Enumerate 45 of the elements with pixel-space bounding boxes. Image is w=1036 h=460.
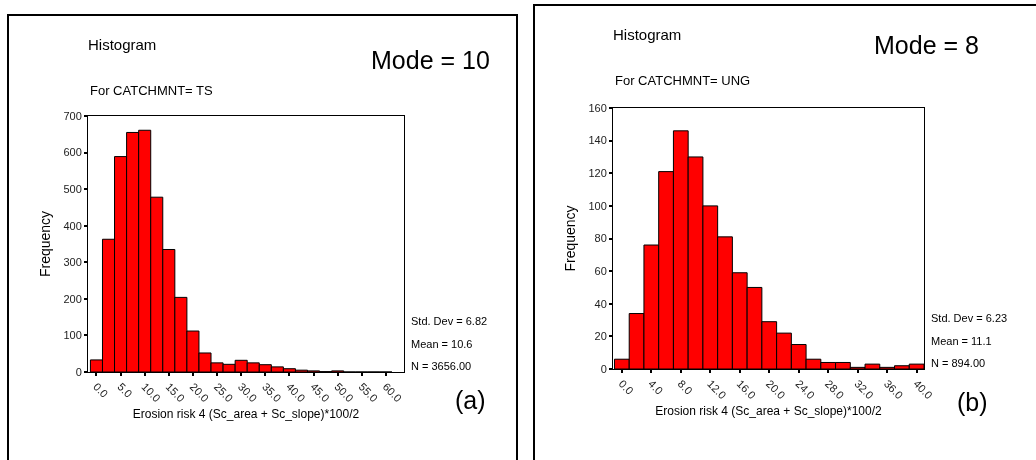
y-tick-label: 500 [63, 182, 82, 195]
y-tick-label: 0 [75, 365, 82, 378]
x-tick-label: 45.0 [308, 380, 332, 405]
text: Mean = 10.6 [411, 338, 473, 350]
y-axis-title: Frequency [37, 210, 53, 278]
text: (b) [957, 388, 988, 416]
y-tick-label: 100 [588, 199, 607, 212]
y-tick-label: 80 [594, 232, 607, 245]
chart-subtitle: For CATCHMNT= UNG [615, 73, 751, 88]
text: Std. Dev = 6.23 [931, 312, 1008, 324]
text: (a) [455, 386, 486, 414]
text: Mode = 8 [874, 31, 979, 59]
y-tick-label: 160 [588, 101, 607, 114]
text: Mode = 10 [371, 46, 490, 74]
x-tick-label: 40.0 [911, 377, 935, 402]
y-tick-label: 140 [588, 134, 607, 147]
y-tick-label: 120 [588, 167, 607, 180]
x-tick-label: 10.0 [139, 380, 164, 405]
text: Mean = 11.1 [931, 335, 992, 347]
x-axis-title: Erosion risk 4 (Sc_area + Sc_slope)*100/2 [132, 407, 360, 421]
text: Std. Dev = 6.82 [411, 315, 488, 327]
text: N = 894.00 [931, 357, 986, 369]
x-tick-label: 0.0 [91, 380, 111, 400]
y-tick-label: 0 [600, 362, 607, 375]
y-tick-label: 700 [63, 109, 82, 122]
y-tick-label: 40 [594, 297, 607, 310]
x-tick-label: 40.0 [284, 380, 308, 405]
y-tick-label: 20 [594, 330, 607, 343]
y-tick-label: 60 [594, 264, 607, 277]
x-tick-label: 12.0 [704, 377, 729, 402]
chart-subtitle: For CATCHMNT= TS [90, 83, 213, 98]
y-axis-title: Frequency [562, 205, 578, 272]
x-tick-label: 0.0 [616, 377, 636, 397]
y-tick-label: 600 [63, 146, 82, 159]
y-tick-label: 300 [63, 256, 82, 269]
x-tick-label: 4.0 [646, 377, 666, 397]
x-tick-label: 5.0 [115, 380, 135, 400]
text: N = 3656.00 [411, 360, 472, 372]
y-tick-label: 100 [63, 329, 82, 342]
y-tick-label: 400 [63, 219, 82, 232]
x-tick-label: 8.0 [675, 377, 695, 397]
x-axis-title: Erosion risk 4 (Sc_area + Sc_slope)*100/2 [655, 404, 883, 418]
chart-title: Histogram [613, 26, 682, 44]
chart-title: Histogram [88, 36, 157, 54]
y-tick-label: 200 [63, 292, 82, 305]
